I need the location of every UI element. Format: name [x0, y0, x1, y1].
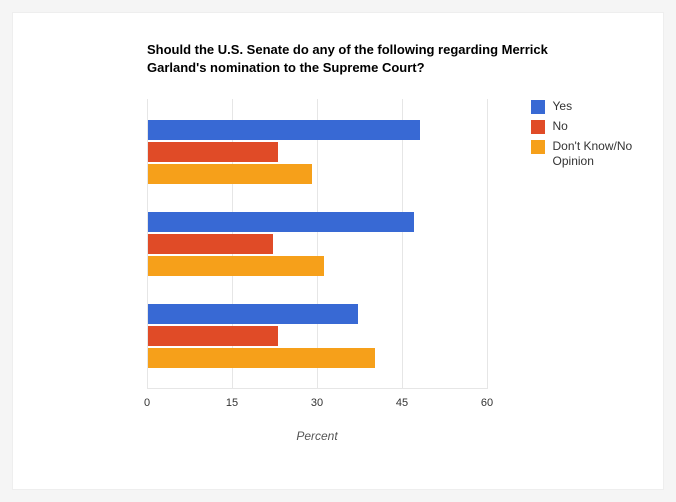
- x-tick-label: 30: [311, 397, 323, 409]
- legend-item: No: [531, 119, 639, 135]
- bar: [148, 120, 420, 140]
- bar: [148, 212, 414, 232]
- legend-label: Yes: [553, 99, 573, 115]
- x-tick-label: 60: [481, 397, 493, 409]
- bar: [148, 164, 312, 184]
- gridline: [402, 99, 403, 389]
- chart-card: Should the U.S. Senate do any of the fol…: [12, 12, 664, 490]
- legend-swatch: [531, 120, 545, 134]
- gridline: [487, 99, 488, 389]
- legend-item: Don't Know/No Opinion: [531, 139, 639, 170]
- legend-item: Yes: [531, 99, 639, 115]
- plot: Hold HearingsHold a VoteConfirm Percent …: [47, 99, 511, 429]
- plot-area: Hold HearingsHold a VoteConfirm: [147, 99, 487, 389]
- legend: Yes No Don't Know/No Opinion: [531, 99, 639, 173]
- x-tick-label: 15: [226, 397, 238, 409]
- bar: [148, 304, 358, 324]
- legend-swatch: [531, 140, 545, 154]
- bar: [148, 234, 273, 254]
- chart-wrap: Hold HearingsHold a VoteConfirm Percent …: [37, 99, 639, 429]
- x-tick-label: 0: [144, 397, 150, 409]
- legend-label: Don't Know/No Opinion: [553, 139, 639, 170]
- x-axis-title: Percent: [147, 429, 487, 443]
- legend-swatch: [531, 100, 545, 114]
- bar: [148, 142, 278, 162]
- x-tick-label: 45: [396, 397, 408, 409]
- gridline: [317, 99, 318, 389]
- legend-label: No: [553, 119, 568, 135]
- bar: [148, 256, 324, 276]
- bar: [148, 326, 278, 346]
- chart-title: Should the U.S. Senate do any of the fol…: [147, 41, 577, 77]
- bar: [148, 348, 375, 368]
- page-container: Should the U.S. Senate do any of the fol…: [0, 0, 676, 502]
